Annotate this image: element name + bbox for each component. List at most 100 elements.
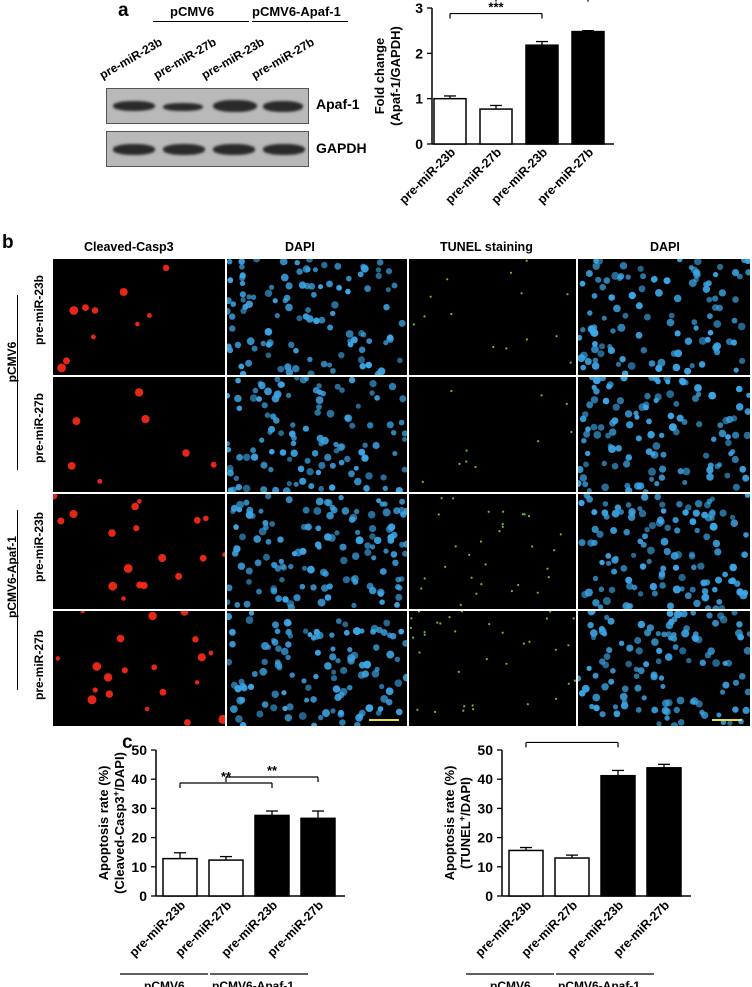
cell-nucleus — [586, 665, 592, 671]
cell-nucleus — [184, 719, 191, 726]
cell-nucleus — [286, 703, 294, 711]
cell-nucleus — [651, 638, 659, 646]
cell-nucleus — [599, 343, 605, 350]
cell-nucleus — [80, 611, 85, 614]
cell-nucleus — [678, 573, 686, 582]
cell-nucleus — [637, 538, 643, 545]
cell-nucleus — [327, 324, 334, 331]
cell-nucleus — [644, 392, 651, 400]
cell-nucleus — [238, 259, 245, 265]
y-axis-label: (Cleaved-Casp3+/DAPI) — [111, 752, 127, 894]
cell-nucleus — [97, 478, 103, 484]
cell-nucleus — [233, 475, 240, 481]
cell-nucleus — [712, 659, 720, 667]
cell-nucleus — [313, 317, 320, 325]
cell-nucleus — [641, 494, 649, 501]
row-group-label-apaf1: pCMV6-Apaf-1 — [5, 536, 19, 619]
cell-nucleus — [593, 431, 602, 439]
cell-nucleus — [590, 423, 598, 431]
cell-nucleus — [387, 632, 393, 639]
cell-nucleus — [634, 414, 640, 420]
cell-nucleus — [677, 468, 684, 475]
cell-nucleus — [553, 549, 556, 552]
cell-nucleus — [509, 271, 513, 274]
cell-nucleus — [355, 536, 364, 545]
cell-nucleus — [623, 460, 631, 468]
cell-nucleus — [555, 697, 558, 700]
cell-nucleus — [716, 712, 722, 718]
micrograph-cells — [420, 497, 562, 606]
cell-nucleus — [523, 513, 526, 516]
cell-nucleus — [316, 434, 324, 442]
cell-nucleus — [710, 496, 715, 502]
cell-nucleus — [722, 681, 730, 689]
cell-nucleus — [329, 504, 336, 511]
cell-nucleus — [622, 312, 629, 319]
cell-nucleus — [583, 461, 589, 468]
cell-nucleus — [644, 313, 651, 321]
cell-nucleus — [643, 404, 649, 411]
cell-nucleus — [230, 705, 238, 713]
cell-nucleus — [743, 646, 750, 655]
cell-nucleus — [480, 583, 483, 586]
cell-nucleus — [418, 651, 421, 654]
cell-nucleus — [572, 617, 575, 620]
cell-nucleus — [744, 259, 750, 264]
cell-nucleus — [235, 484, 242, 491]
blot-band — [163, 144, 205, 155]
cell-nucleus — [294, 377, 300, 381]
cell-nucleus — [463, 705, 466, 708]
micrograph-tunel — [409, 611, 576, 726]
cell-nucleus — [391, 282, 398, 289]
cell-nucleus — [625, 454, 633, 461]
cell-nucleus — [703, 281, 709, 287]
cell-nucleus — [672, 517, 679, 524]
cell-nucleus — [242, 484, 251, 492]
cell-nucleus — [162, 264, 170, 272]
micrograph-tunel — [409, 377, 576, 492]
cell-nucleus — [366, 338, 373, 344]
cell-nucleus — [246, 294, 252, 300]
row-label: pre-miR-27b — [32, 630, 46, 701]
cell-nucleus — [245, 567, 253, 575]
cell-nucleus — [330, 675, 338, 682]
cell-nucleus — [452, 497, 455, 500]
cell-nucleus — [240, 307, 247, 314]
cell-nucleus — [578, 465, 584, 474]
cell-nucleus — [660, 451, 667, 458]
cell-nucleus — [289, 672, 295, 678]
cell-nucleus — [468, 553, 471, 556]
cell-nucleus — [656, 721, 662, 726]
cell-nucleus — [637, 506, 643, 512]
cell-nucleus — [175, 572, 183, 580]
cell-nucleus — [353, 508, 360, 515]
cell-nucleus — [505, 662, 508, 665]
cell-nucleus — [274, 313, 280, 319]
cell-nucleus — [676, 696, 685, 705]
micrograph-casp3 — [53, 494, 225, 609]
cell-nucleus — [327, 362, 333, 368]
cell-nucleus — [412, 636, 415, 639]
cell-nucleus — [360, 264, 369, 273]
cell-nucleus — [363, 485, 370, 492]
cell-nucleus — [599, 559, 605, 566]
cell-nucleus — [391, 430, 397, 436]
y-axis-label: Fold change — [372, 38, 387, 115]
cell-nucleus — [660, 684, 666, 689]
cell-nucleus — [417, 611, 421, 613]
cell-nucleus — [537, 440, 540, 443]
cell-nucleus — [116, 634, 125, 643]
cell-nucleus — [290, 449, 298, 457]
cell-nucleus — [668, 423, 677, 432]
cell-nucleus — [606, 560, 612, 566]
cell-nucleus — [318, 441, 324, 447]
cell-nucleus — [285, 303, 293, 312]
cell-nucleus — [313, 507, 322, 515]
cell-nucleus — [471, 704, 474, 707]
micrograph-cells — [578, 611, 750, 726]
cell-nucleus — [465, 460, 468, 463]
cell-nucleus — [709, 522, 718, 531]
micrograph-dapi — [227, 494, 407, 609]
cell-nucleus — [728, 451, 734, 457]
cell-nucleus — [302, 506, 310, 514]
